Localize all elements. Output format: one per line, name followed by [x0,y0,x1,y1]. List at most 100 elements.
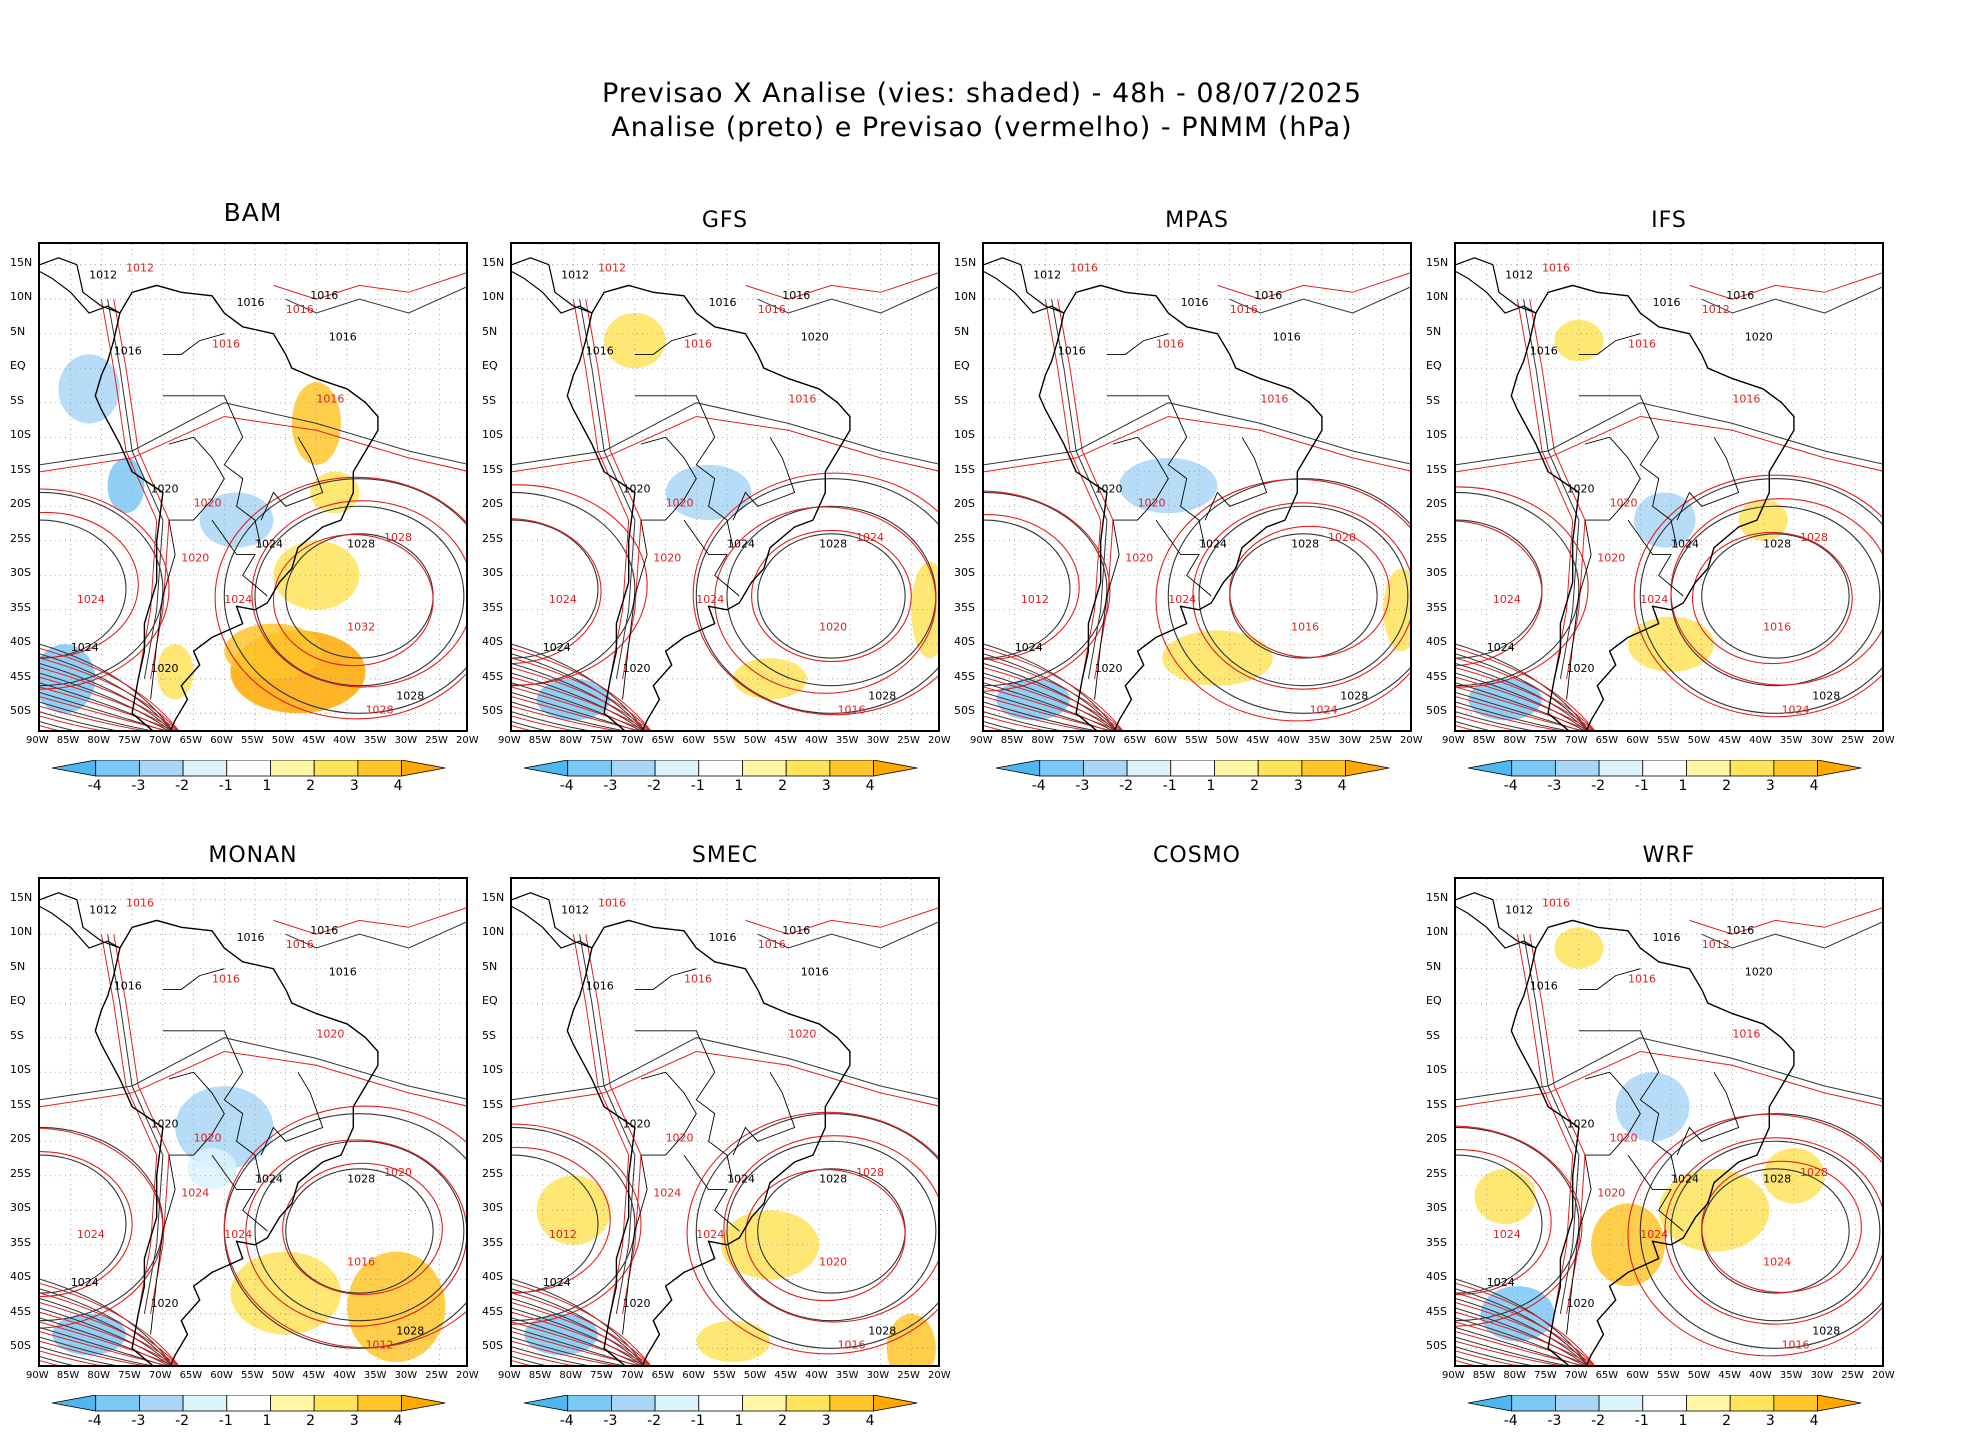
forecast-isobar [984,667,1122,730]
analysis-isobar [254,1140,465,1322]
analysis-contour-label: 1020 [1095,662,1123,675]
analysis-isobar [1670,1140,1881,1322]
figure-title-line-2: Analise (preto) e Previsao (vermelho) - … [611,112,1353,143]
analysis-isobar [512,682,641,730]
forecast-isobar [1456,520,1543,667]
forecast-isobar [686,1111,938,1355]
analysis-contour-label: 1028 [868,1324,896,1337]
bias-shading [1658,1168,1770,1252]
analysis-isobar [984,653,1117,730]
colorbar-tick-label: -4 [87,1413,102,1429]
analysis-isobar [40,519,127,659]
latitude-label: 25S [10,531,31,545]
latitude-label: 50S [1426,704,1447,718]
country-border [150,520,176,700]
country-border [1584,436,1641,521]
central-america-coastline [1456,892,1537,949]
colorbar [52,760,446,777]
longitude-label: 20W [1872,735,1895,746]
longitude-label: 20W [1400,735,1423,746]
analysis-isobar [1456,1154,1543,1294]
analysis-isobar [1456,682,1585,730]
analysis-isobar [512,721,546,730]
central-america-coastline [1456,257,1537,314]
forecast-contour-label: 1020 [666,496,694,509]
colorbar-tick-label: -1 [690,778,705,794]
latitude-label: 40S [482,635,503,649]
longitude-label: 60W [682,1370,705,1381]
forecast-contour-label: 1016 [1230,303,1258,316]
colorbar-swatch [1126,760,1172,777]
forecast-isobar [40,1282,179,1365]
analysis-isobar [1456,1288,1589,1365]
forecast-contour-label: 1016 [286,938,314,951]
latitude-label: 25S [1426,1166,1447,1180]
colorbar-tick-label: -3 [131,778,146,794]
longitude-label: 60W [1626,735,1649,746]
latitude-label: 45S [10,669,31,683]
analysis-isobar [40,701,151,730]
latitude-label: 45S [482,669,503,683]
map-panel-smec: 1012 1016 1016 1016 1016 1020 1024 1028 1028 1024… [510,877,940,1367]
colorbar-swatch [1773,1395,1818,1412]
analysis-isobar [1456,1126,1580,1322]
latitude-label: 40S [1426,1270,1447,1284]
country-border [1578,333,1641,355]
colorbar-swatch [742,760,787,777]
longitude-label: 60W [1626,1370,1649,1381]
forecast-isobar [1456,415,1882,473]
latitude-label: 5N [1426,959,1442,973]
latitude-label: 35S [1426,1235,1447,1249]
longitude-label: 50W [1687,735,1711,746]
analysis-contour-label: 1016 [709,931,737,944]
latitude-label: EQ [482,359,498,373]
longitude-label: 70W [1564,1370,1588,1381]
latitude-label: 25S [10,1166,31,1180]
analysis-contour-label: 1028 [1291,538,1319,551]
longitude-label: 55W [713,735,736,746]
forecast-isobar [984,490,1111,692]
analysis-isobar [1456,1356,1490,1365]
colorbar-swatch [1817,760,1862,777]
colorbar-swatch [742,1395,787,1412]
latitude-label: 15S [10,1097,31,1111]
analysis-isobar [40,1327,165,1365]
forecast-contour-label: 1020 [384,1166,412,1179]
latitude-label: 15S [482,1097,503,1111]
latitude-label: 25S [1426,531,1447,545]
forecast-isobar [723,1135,938,1323]
latitude-label: EQ [1426,994,1442,1008]
andes-isobar [579,299,636,679]
longitude-label: 50W [743,735,767,746]
bias-shading [1554,927,1604,969]
longitude-label: 35W [835,1370,859,1381]
latitude-label: 10S [954,428,975,442]
latitude-label: 30S [1426,566,1447,580]
analysis-contour-label: 1028 [396,1324,424,1337]
latitude-label: 15N [1426,890,1449,904]
country-border [162,1030,262,1183]
longitude-label: 85W [1472,1370,1496,1381]
analysis-contour-label: 1028 [396,689,424,702]
colorbar-tick-label: 4 [1809,778,1819,794]
colorbar-swatch [1729,1395,1775,1412]
longitude-label: 60W [1154,735,1177,746]
map-panel-mpas: 1012 1016 1016 1016 1016 1020 1024 1028 1028 1024… [982,242,1412,732]
latitude-label: 50S [10,1339,31,1353]
forecast-isobar [512,518,602,665]
latitude-label: 10N [10,925,33,939]
longitude-label: 40W [333,1370,356,1381]
forecast-contour-label: 1028 [366,703,394,716]
latitude-label: 35S [1426,600,1447,614]
forecast-contour-label: 1024 [549,593,577,606]
analysis-contour-label: 1016 [1181,296,1209,309]
latitude-label: 20S [482,497,503,511]
analysis-isobar [1456,519,1543,659]
analysis-isobar [1456,1317,1585,1365]
central-america-coastline [512,892,593,949]
map-panel-bam: 1012 1016 1016 1016 1016 1020 1024 1028 1028 1024… [38,242,468,732]
forecast-contour-label: 1016 [1628,338,1656,351]
longitude-label: 30W [394,1370,418,1381]
latitude-label: 35S [954,600,975,614]
